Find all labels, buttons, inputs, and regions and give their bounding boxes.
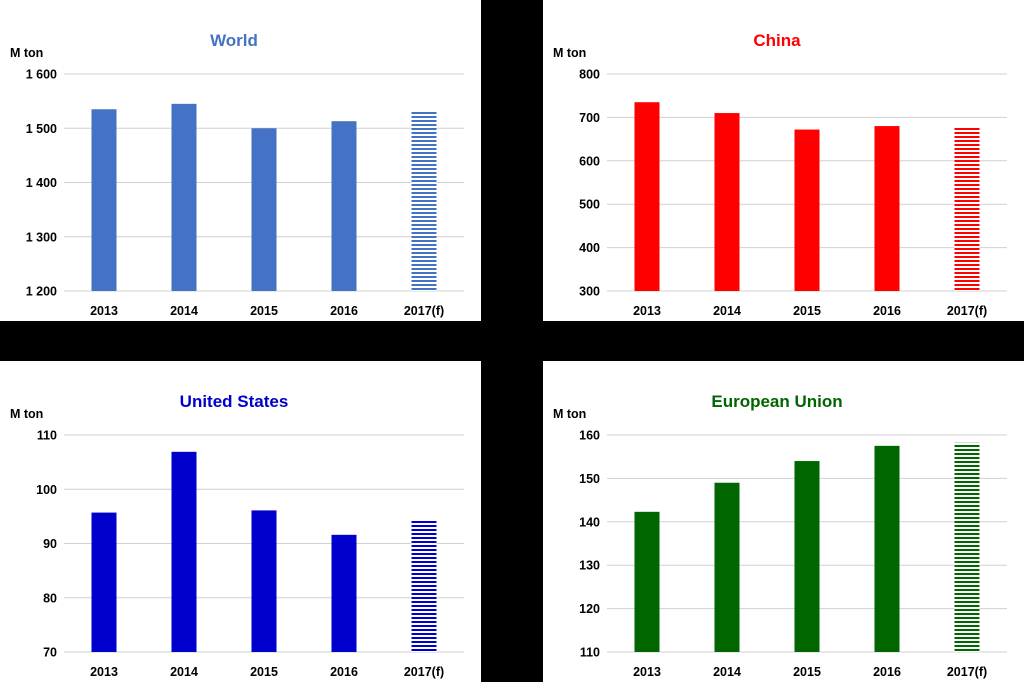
x-category-label: 2017(f) xyxy=(404,665,444,679)
bar xyxy=(634,511,660,652)
x-category-label: 2017(f) xyxy=(404,304,444,318)
y-tick-label: 1 500 xyxy=(26,122,57,136)
chart-title: United States xyxy=(180,392,289,411)
chart-panel-european-union: European Union M ton 110 120 130 140 150 160 201… xyxy=(543,361,1024,682)
x-category-label: 2014 xyxy=(713,304,741,318)
x-category-label: 2015 xyxy=(250,304,278,318)
forecast-bar xyxy=(954,126,980,291)
y-tick-label: 500 xyxy=(579,198,600,212)
y-tick-label: 1 200 xyxy=(26,285,57,299)
bar xyxy=(714,113,740,291)
bar xyxy=(251,510,277,652)
bar xyxy=(251,128,277,291)
bar xyxy=(874,126,900,291)
chart-title: China xyxy=(753,31,801,50)
bar xyxy=(91,512,117,652)
x-category-label: 2015 xyxy=(250,665,278,679)
x-category-label: 2013 xyxy=(633,304,661,318)
y-tick-label: 130 xyxy=(579,559,600,573)
bar xyxy=(634,102,660,292)
x-category-label: 2015 xyxy=(793,304,821,318)
forecast-bar xyxy=(411,519,437,652)
y-tick-label: 600 xyxy=(579,154,600,168)
bar xyxy=(714,482,740,652)
x-category-label: 2013 xyxy=(633,665,661,679)
y-tick-label: 120 xyxy=(579,602,600,616)
x-category-label: 2014 xyxy=(170,304,198,318)
x-category-label: 2013 xyxy=(90,665,118,679)
x-category-label: 2016 xyxy=(330,304,358,318)
x-category-label: 2016 xyxy=(873,665,901,679)
x-category-label: 2016 xyxy=(873,304,901,318)
y-tick-label: 160 xyxy=(579,429,600,443)
x-category-label: 2017(f) xyxy=(947,665,987,679)
y-axis-unit-label: M ton xyxy=(553,407,586,421)
chart-world: World M ton 1 200 1 300 1 400 1 500 1 600 2013 2… xyxy=(10,31,464,318)
y-tick-label: 300 xyxy=(579,285,600,299)
y-tick-label: 110 xyxy=(580,646,600,660)
x-category-label: 2014 xyxy=(170,665,198,679)
chart-title: World xyxy=(210,31,258,50)
y-tick-label: 700 xyxy=(579,111,600,125)
y-tick-label: 1 600 xyxy=(26,68,57,82)
bar xyxy=(794,129,820,291)
y-tick-label: 400 xyxy=(579,241,600,255)
y-tick-label: 800 xyxy=(579,68,600,82)
y-tick-label: 140 xyxy=(579,515,600,529)
y-tick-label: 70 xyxy=(43,646,57,660)
x-category-label: 2013 xyxy=(90,304,118,318)
bar xyxy=(91,109,117,291)
y-tick-label: 1 300 xyxy=(26,230,57,244)
y-axis-unit-label: M ton xyxy=(10,407,43,421)
y-axis-unit-label: M ton xyxy=(553,46,586,60)
y-tick-label: 150 xyxy=(579,472,600,486)
chart-european-union: European Union M ton 110 120 130 140 150 160 201… xyxy=(553,392,1007,679)
chart-title: European Union xyxy=(711,392,842,411)
y-tick-label: 110 xyxy=(37,429,57,443)
x-category-label: 2014 xyxy=(713,665,741,679)
bar xyxy=(171,451,197,652)
chart-united-states: United States M ton 70 80 90 100 110 2013 2014 20… xyxy=(10,392,464,679)
chart-panel-china: China M ton 300 400 500 600 700 800 2013 2014 2015… xyxy=(543,0,1024,321)
bar xyxy=(331,534,357,652)
bar xyxy=(794,461,820,652)
x-category-label: 2015 xyxy=(793,665,821,679)
chart-panel-world: World M ton 1 200 1 300 1 400 1 500 1 600 2013 2… xyxy=(0,0,481,321)
bar xyxy=(331,121,357,291)
y-tick-label: 1 400 xyxy=(26,176,57,190)
x-category-label: 2016 xyxy=(330,665,358,679)
x-category-label: 2017(f) xyxy=(947,304,987,318)
bar xyxy=(874,445,900,652)
forecast-bar xyxy=(954,442,980,652)
bar xyxy=(171,103,197,292)
chart-panel-united-states: United States M ton 70 80 90 100 110 2013 2014 20… xyxy=(0,361,481,682)
y-tick-label: 100 xyxy=(36,483,57,497)
y-tick-label: 90 xyxy=(43,537,57,551)
y-axis-unit-label: M ton xyxy=(10,46,43,60)
y-tick-label: 80 xyxy=(43,591,57,605)
forecast-bar xyxy=(411,110,437,291)
chart-china: China M ton 300 400 500 600 700 800 2013 2014 2015… xyxy=(553,31,1007,318)
